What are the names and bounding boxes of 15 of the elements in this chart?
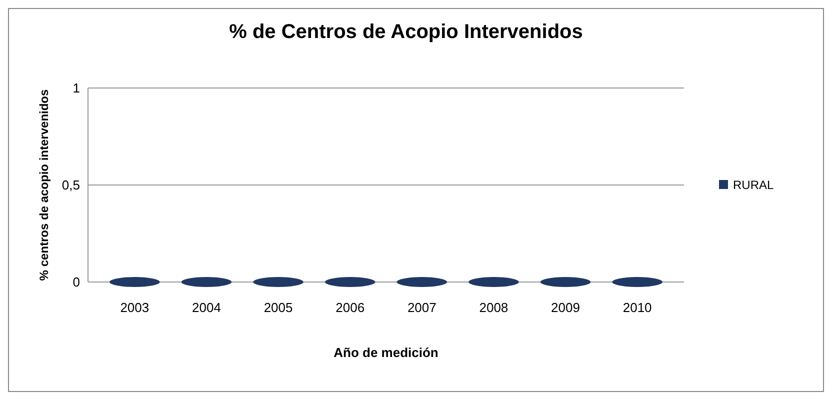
x-tick-label: 2006 xyxy=(336,300,365,315)
y-tick-label: 0 xyxy=(72,274,80,290)
x-tick-label: 2005 xyxy=(264,300,293,315)
y-tick-label: 0,5 xyxy=(62,178,80,193)
x-tick-label: 2008 xyxy=(479,300,508,315)
chart-title: % de Centros de Acopio Intervenidos xyxy=(229,21,583,43)
x-tick-label: 2010 xyxy=(622,300,652,315)
x-tick-label: 2009 xyxy=(551,300,580,315)
x-tick-label: 2007 xyxy=(407,300,436,315)
x-tick-label: 2004 xyxy=(192,300,221,315)
y-axis-title: % centros de acopio intervenidos xyxy=(37,88,51,281)
legend-label: RURAL xyxy=(733,178,774,192)
x-tick-label: 2003 xyxy=(120,300,150,315)
x-axis-title: Año de medición xyxy=(334,345,438,360)
y-tick-label: 1 xyxy=(72,80,80,96)
